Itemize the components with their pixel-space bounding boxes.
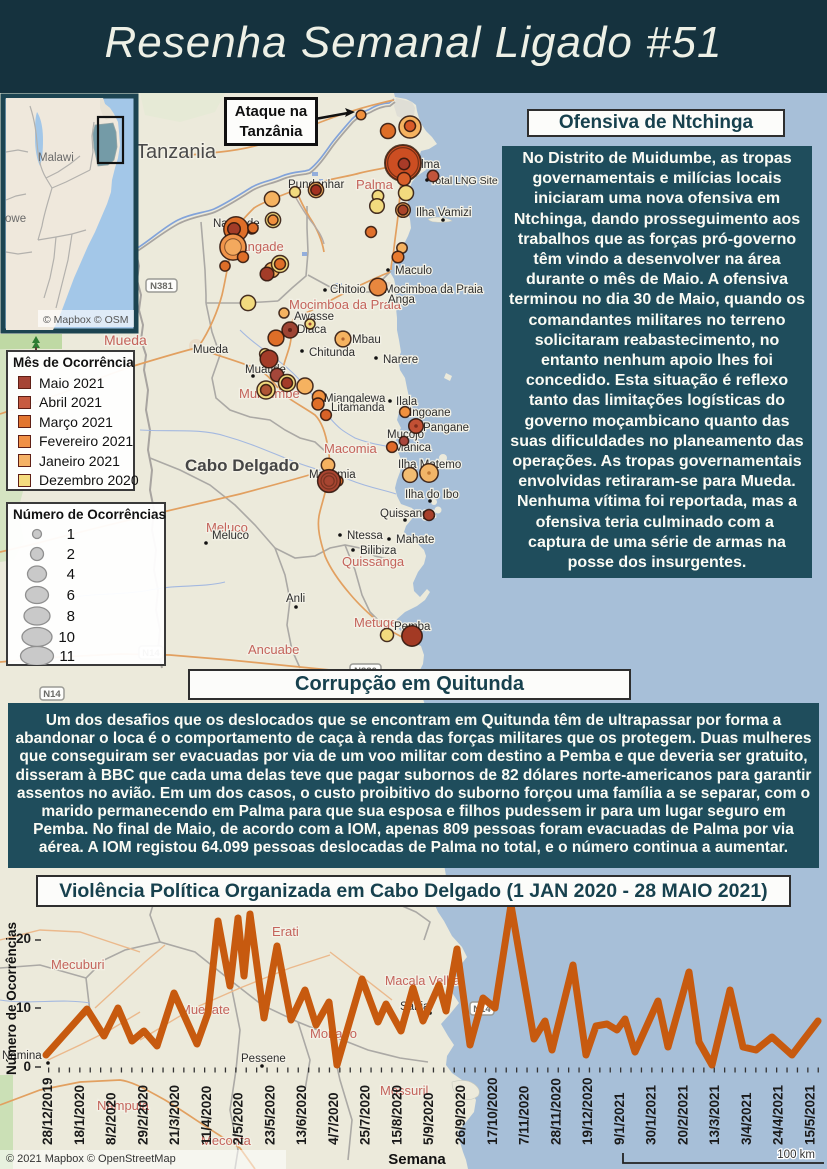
svg-text:N381: N381 — [150, 281, 173, 292]
svg-text:Mueda: Mueda — [193, 344, 229, 356]
svg-text:25/7/2020: 25/7/2020 — [358, 1085, 373, 1145]
svg-text:24/4/2021: 24/4/2021 — [771, 1084, 786, 1145]
svg-text:Erati: Erati — [272, 924, 299, 939]
svg-text:Ntessa: Ntessa — [347, 530, 383, 542]
svg-text:Macomia: Macomia — [324, 441, 378, 456]
svg-text:4: 4 — [67, 566, 75, 583]
svg-text:Metuge: Metuge — [354, 615, 397, 630]
svg-text:0: 0 — [23, 1059, 31, 1074]
svg-text:Palma: Palma — [356, 177, 394, 192]
svg-text:7/11/2020: 7/11/2020 — [517, 1086, 532, 1145]
svg-text:Mecuburi: Mecuburi — [51, 957, 105, 972]
svg-text:10: 10 — [16, 1000, 31, 1015]
svg-text:Miangalewa: Miangalewa — [324, 393, 386, 405]
svg-text:8/2/2020: 8/2/2020 — [104, 1092, 119, 1145]
svg-text:4/7/2020: 4/7/2020 — [326, 1092, 341, 1145]
svg-text:2/5/2020: 2/5/2020 — [231, 1092, 246, 1145]
svg-text:Namina: Namina — [2, 1050, 42, 1062]
svg-text:Meconta: Meconta — [201, 1133, 252, 1148]
svg-text:8: 8 — [67, 608, 75, 625]
svg-text:Ilha Vamizi: Ilha Vamizi — [416, 207, 471, 219]
svg-text:21/3/2020: 21/3/2020 — [167, 1085, 182, 1145]
svg-text:15/8/2020: 15/8/2020 — [390, 1085, 405, 1145]
svg-text:Nampula: Nampula — [97, 1098, 150, 1113]
svg-text:Semana: Semana — [388, 1151, 446, 1168]
svg-text:Quissanga: Quissanga — [380, 508, 436, 520]
svg-text:Meluco: Meluco — [206, 520, 248, 535]
svg-text:N14: N14 — [43, 689, 61, 700]
svg-text:Anli: Anli — [286, 593, 305, 605]
svg-text:10: 10 — [58, 629, 75, 646]
svg-text:26/9/2020: 26/9/2020 — [453, 1085, 468, 1145]
svg-text:Ancuabe: Ancuabe — [248, 642, 299, 657]
svg-text:owe: owe — [5, 213, 26, 225]
svg-text:Número de Ocorrências: Número de Ocorrências — [4, 922, 19, 1075]
svg-text:Ilha do Ibo: Ilha do Ibo — [405, 489, 459, 501]
svg-text:Awasse: Awasse — [294, 311, 334, 323]
svg-text:28/12/2019: 28/12/2019 — [40, 1077, 55, 1145]
svg-text:13/6/2020: 13/6/2020 — [294, 1085, 309, 1145]
svg-text:11/4/2020: 11/4/2020 — [199, 1086, 214, 1145]
svg-text:20: 20 — [16, 931, 31, 946]
svg-text:3/4/2021: 3/4/2021 — [739, 1092, 754, 1145]
svg-text:19/12/2020: 19/12/2020 — [580, 1077, 595, 1145]
svg-text:Mbau: Mbau — [352, 334, 381, 346]
svg-text:Meluco: Meluco — [212, 530, 249, 542]
svg-text:Ilala: Ilala — [396, 396, 418, 408]
svg-text:Diaca: Diaca — [297, 324, 327, 336]
svg-text:Narere: Narere — [383, 354, 418, 366]
svg-text:Mossuril: Mossuril — [380, 1083, 429, 1098]
svg-text:Mueda: Mueda — [104, 332, 147, 348]
svg-text:18/1/2020: 18/1/2020 — [72, 1085, 87, 1145]
svg-text:Bilibiza: Bilibiza — [360, 545, 397, 557]
svg-text:Maculo: Maculo — [395, 265, 432, 277]
svg-text:Pangane: Pangane — [423, 422, 469, 434]
svg-text:11: 11 — [59, 648, 75, 665]
svg-text:1: 1 — [67, 526, 75, 543]
svg-text:Mocimboa da Praia: Mocimboa da Praia — [384, 284, 484, 296]
svg-text:Chitoio: Chitoio — [330, 284, 366, 296]
svg-text:5/9/2020: 5/9/2020 — [421, 1092, 436, 1145]
svg-text:15/5/2021: 15/5/2021 — [803, 1084, 818, 1145]
svg-text:9/1/2021: 9/1/2021 — [612, 1092, 627, 1145]
svg-text:17/10/2020: 17/10/2020 — [485, 1077, 500, 1145]
svg-text:Cabo Delgado: Cabo Delgado — [185, 456, 299, 475]
svg-text:Litamanda: Litamanda — [331, 402, 385, 414]
svg-text:Mocimboa da Praia: Mocimboa da Praia — [289, 297, 402, 312]
svg-text:Mahate: Mahate — [396, 534, 434, 546]
svg-text:Quissanga: Quissanga — [342, 554, 405, 569]
svg-text:Chitunda: Chitunda — [309, 347, 356, 359]
svg-text:Malawi: Malawi — [38, 152, 74, 164]
svg-text:20/2/2021: 20/2/2021 — [675, 1084, 690, 1145]
svg-text:Anga: Anga — [388, 294, 415, 306]
svg-text:29/2/2020: 29/2/2020 — [135, 1085, 150, 1145]
svg-text:6: 6 — [67, 587, 75, 604]
svg-text:2: 2 — [67, 546, 75, 563]
svg-text:100 km: 100 km — [777, 1149, 815, 1161]
svg-text:Total LNG Site: Total LNG Site — [430, 175, 498, 187]
svg-text:Tanzania: Tanzania — [136, 141, 217, 163]
svg-text:13/3/2021: 13/3/2021 — [707, 1084, 722, 1145]
svg-text:28/11/2020: 28/11/2020 — [548, 1078, 563, 1145]
svg-text:© Mapbox © OSM: © Mapbox © OSM — [43, 314, 129, 326]
svg-text:Ingoane: Ingoane — [409, 407, 451, 419]
svg-text:23/5/2020: 23/5/2020 — [262, 1085, 277, 1145]
svg-text:Pessene: Pessene — [241, 1053, 286, 1065]
svg-text:30/1/2021: 30/1/2021 — [644, 1084, 659, 1145]
